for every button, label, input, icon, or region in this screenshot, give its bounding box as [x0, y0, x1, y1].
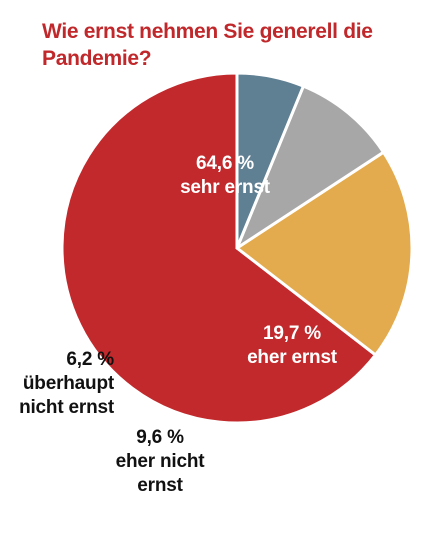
- label-eher-nicht-ernst-text1: eher nicht: [115, 451, 205, 472]
- label-ueberhaupt-nicht-ernst-value: 6,2 %: [66, 349, 114, 370]
- label-sehr-ernst-value: 64,6 %: [196, 153, 254, 174]
- label-eher-nicht-ernst-text2: ernst: [137, 475, 183, 496]
- label-ueberhaupt-nicht-ernst-text2: nicht ernst: [19, 397, 114, 418]
- chart-title: Wie ernst nehmen Sie generell die Pandem…: [42, 20, 373, 70]
- label-sehr-ernst: 64,6 % sehr ernst: [150, 152, 300, 200]
- pie-slice-sehr-ernst: [60, 71, 378, 425]
- label-sehr-ernst-text: sehr ernst: [180, 177, 270, 198]
- pie-slice-eher-nicht-ernst: [235, 84, 385, 250]
- label-ueberhaupt-nicht-ernst-text1: überhaupt: [22, 373, 114, 394]
- label-eher-nicht-ernst-value: 9,6 %: [136, 427, 184, 448]
- label-eher-ernst-value: 19,7 %: [263, 323, 321, 344]
- label-eher-nicht-ernst: 9,6 % eher nicht ernst: [100, 426, 220, 498]
- pie-slice-ueberhaupt-nicht-ernst: [235, 71, 305, 250]
- label-eher-ernst: 19,7 % eher ernst: [222, 322, 362, 370]
- pie-slice-eher-ernst: [235, 150, 414, 357]
- label-eher-ernst-text: eher ernst: [247, 347, 337, 368]
- label-ueberhaupt-nicht-ernst: 6,2 % überhaupt nicht ernst: [0, 348, 114, 420]
